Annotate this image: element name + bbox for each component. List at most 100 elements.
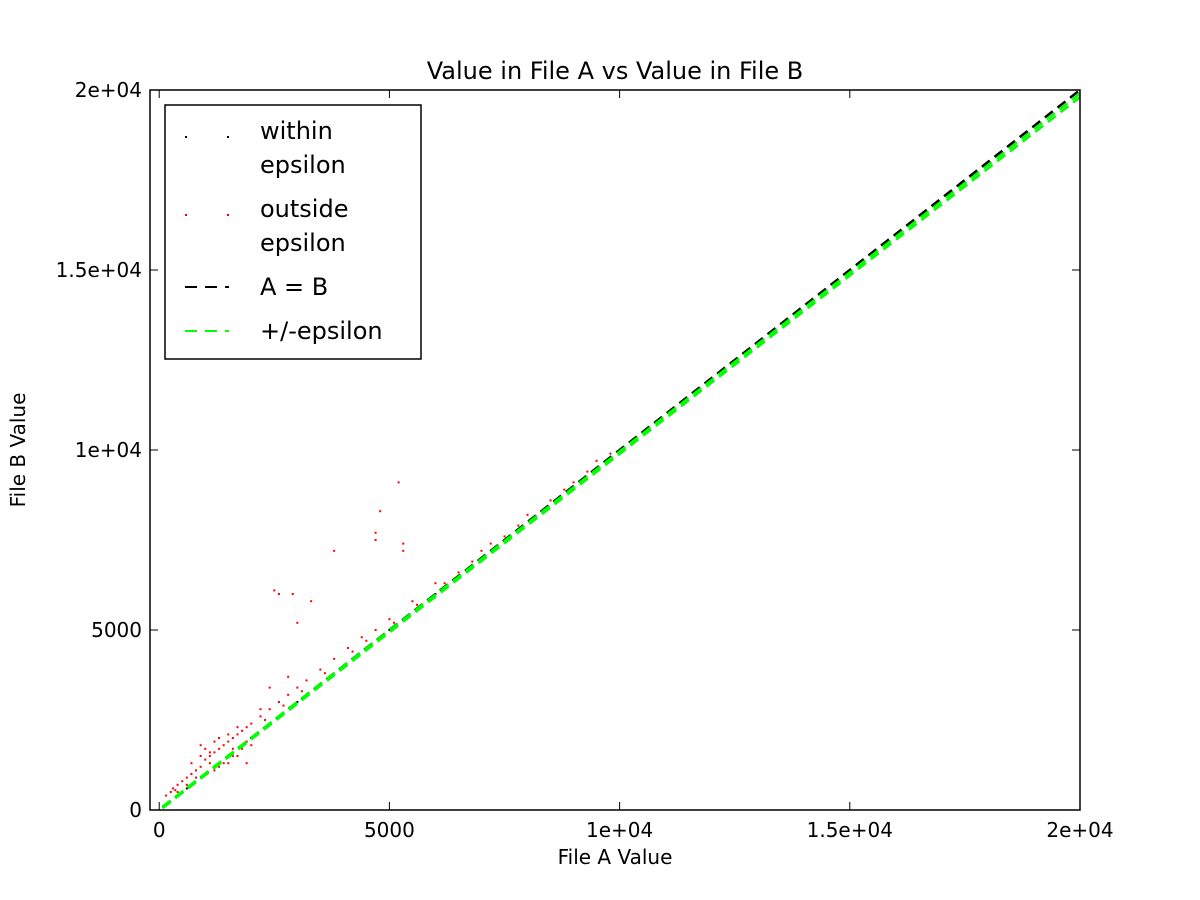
scatter-point — [208, 755, 211, 757]
legend: within epsilon outside epsilon A = B +/-epsil… — [164, 104, 422, 360]
scatter-point — [190, 762, 193, 765]
scatter-point — [305, 679, 308, 682]
x-axis-title: File A Value — [558, 845, 673, 869]
x-tick-label: 1.5e+04 — [807, 818, 893, 842]
scatter-point — [218, 747, 221, 750]
scatter-point — [204, 747, 207, 750]
scatter-point — [379, 510, 382, 513]
scatter-point — [199, 744, 202, 747]
scatter-point — [319, 668, 322, 671]
legend-marker — [185, 136, 187, 138]
scatter-point — [218, 737, 221, 739]
scatter-point — [231, 755, 234, 757]
scatter-point — [231, 747, 234, 750]
legend-entry: +/-epsilon — [185, 317, 383, 345]
scatter-point — [282, 704, 285, 707]
scatter-point — [241, 747, 244, 750]
scatter-point — [195, 769, 198, 772]
scatter-point — [333, 657, 336, 660]
scatter-point — [222, 762, 225, 765]
legend-marker — [227, 136, 229, 138]
scatter-point — [236, 755, 239, 757]
y-tick-label: 0 — [129, 798, 142, 822]
scatter-point — [213, 769, 216, 772]
scatter-point — [517, 524, 520, 527]
scatter-point — [213, 740, 216, 743]
scatter-point — [195, 776, 198, 779]
reference-line-epsilon-1 — [158, 96, 1080, 810]
scatter-point — [174, 789, 177, 792]
scatter-point — [333, 549, 336, 552]
scatter-point — [222, 744, 225, 747]
scatter-point — [374, 629, 377, 631]
chart-title: Value in File A vs Value in File B — [427, 57, 804, 85]
scatter-point — [176, 783, 179, 786]
scatter-point — [503, 535, 506, 538]
scatter-point — [250, 744, 253, 747]
scatter-point — [393, 621, 396, 624]
scatter-point — [549, 499, 552, 502]
scatter-point — [287, 675, 290, 678]
scatter-point — [572, 481, 575, 484]
scatter-point — [457, 571, 460, 574]
scatter-point — [268, 686, 271, 689]
scatter-point — [595, 459, 598, 462]
scatter-point — [388, 618, 391, 621]
scatter-point — [310, 600, 313, 603]
scatter-point — [236, 733, 239, 736]
scatter-point — [402, 549, 405, 552]
scatter-point — [208, 762, 211, 765]
scatter-point — [563, 488, 566, 491]
legend-label: within — [260, 117, 333, 145]
scatter-point — [165, 794, 168, 797]
scatter-point — [291, 593, 294, 595]
scatter-point — [296, 701, 299, 703]
scatter-point — [277, 701, 280, 703]
scatter-point — [172, 787, 175, 790]
scatter-point — [434, 582, 437, 585]
scatter-point — [268, 708, 271, 711]
scatter-point — [351, 650, 354, 653]
scatter-point — [245, 740, 248, 743]
scatter-point — [169, 791, 172, 793]
scatter-point — [190, 773, 193, 775]
scatter-point — [231, 737, 234, 739]
legend-box — [164, 104, 422, 360]
scatter-point — [259, 715, 262, 718]
scatter-point — [181, 780, 184, 783]
scatter-point — [185, 776, 188, 779]
scatter-point — [374, 539, 377, 541]
scatter-point — [346, 647, 349, 649]
legend-label: +/-epsilon — [260, 317, 383, 345]
scatter-point — [300, 690, 303, 693]
legend-entry: A = B — [185, 273, 328, 301]
scatter-point — [402, 542, 405, 545]
scatter-point — [241, 729, 244, 732]
scatter-point — [296, 621, 299, 624]
scatter-point — [245, 762, 248, 765]
legend-marker — [227, 214, 229, 216]
scatter-point — [264, 719, 267, 721]
scatter-point — [199, 765, 202, 768]
scatter-point — [277, 593, 280, 595]
legend-marker — [185, 214, 187, 216]
scatter-point — [586, 470, 589, 473]
y-tick-label: 2e+04 — [75, 78, 142, 102]
scatter-point — [416, 603, 419, 606]
scatter-point — [609, 452, 612, 455]
scatter-point — [388, 629, 391, 631]
scatter-point — [227, 733, 230, 736]
x-tick-label: 0 — [153, 818, 166, 842]
scatter-point — [374, 531, 377, 534]
legend-label: epsilon — [260, 229, 346, 257]
scatter-point — [185, 783, 188, 786]
scatter-point — [443, 582, 446, 585]
scatter-point — [323, 672, 326, 675]
scatter-point — [204, 758, 207, 761]
legend-entry: within epsilon — [185, 117, 346, 179]
scatter-point — [199, 755, 202, 757]
scatter-point — [471, 560, 474, 563]
scatter-point — [365, 639, 368, 642]
scatter-point — [273, 589, 276, 592]
